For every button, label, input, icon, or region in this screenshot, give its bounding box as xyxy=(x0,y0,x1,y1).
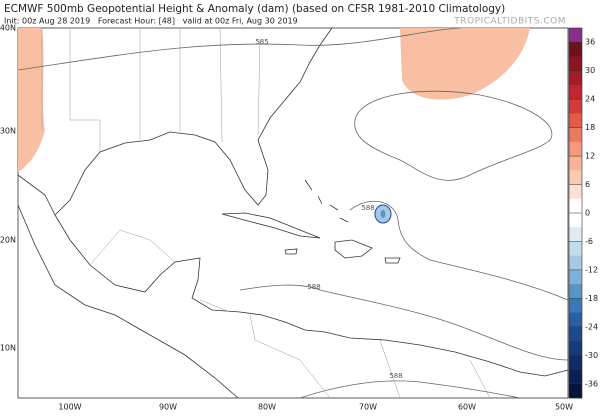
colorbar-segment xyxy=(569,369,582,385)
colorbar-segment xyxy=(569,269,582,285)
colorbar-tick-label: 36 xyxy=(585,38,595,47)
colorbar-segment xyxy=(569,255,582,271)
colorbar-tick-label: -36 xyxy=(585,379,598,388)
colorbar-segment xyxy=(569,42,582,57)
lat-label: 30N xyxy=(0,127,16,136)
coastline xyxy=(17,27,333,216)
colorbar-tick-label: -24 xyxy=(585,322,598,331)
colorbar-segment xyxy=(569,170,582,185)
colorbar-segment xyxy=(569,99,582,114)
lon-label: 70W xyxy=(359,403,377,412)
contour-line xyxy=(299,380,521,399)
colorbar-segment xyxy=(569,56,582,71)
lon-label: 100W xyxy=(58,403,81,412)
colorbar-tick-label: 30 xyxy=(585,66,595,75)
colorbar-tick-label: -6 xyxy=(585,237,593,246)
border xyxy=(41,27,491,399)
lon-label: 50W xyxy=(555,403,573,412)
colorbar-segment xyxy=(569,326,582,342)
island-hispaniola xyxy=(334,239,373,259)
anomaly-patch xyxy=(18,28,45,172)
contour-line xyxy=(239,284,569,361)
contour-line xyxy=(354,90,553,181)
colorbar-segment xyxy=(569,84,582,100)
colorbar-segment xyxy=(569,184,582,200)
colorbar-tick-label: -12 xyxy=(585,265,598,274)
colorbar-segment xyxy=(569,113,582,128)
contour-line xyxy=(349,201,569,301)
colorbar-tick-label: 0 xyxy=(585,209,590,218)
colorbar-tick-label: -18 xyxy=(585,294,598,303)
colorbar-tick-label: 18 xyxy=(585,123,595,132)
colorbar-tick-label: -30 xyxy=(585,351,598,360)
subtitle: Init: 00z Aug 28 2019 Forecast Hour: [48… xyxy=(4,17,298,26)
colorbar-segment xyxy=(569,227,582,242)
map-area: 585 588 588 588 xyxy=(17,27,569,399)
contour-label: 585 xyxy=(255,38,268,46)
contour-label: 588 xyxy=(389,372,402,380)
colorbar-segment xyxy=(569,141,582,157)
colorbar-tick-label: 12 xyxy=(585,152,595,161)
coastline xyxy=(17,204,239,399)
colorbar-segment xyxy=(569,383,582,399)
contour-label: 588 xyxy=(361,204,374,212)
lon-label: 90W xyxy=(159,403,177,412)
colorbar-tick-label: 24 xyxy=(585,95,595,104)
colorbar-segment xyxy=(569,70,582,86)
contour-label: 588 xyxy=(307,283,320,291)
contour-line xyxy=(17,27,461,71)
colorbar-tick-label: 6 xyxy=(585,180,590,189)
colorbar-segment xyxy=(569,298,582,313)
colorbar-segment xyxy=(569,156,582,171)
coastline xyxy=(54,214,569,377)
colorbar: 36 30 24 18 12 6 0 -6 -12 -18 -24 -30 -36 xyxy=(568,27,598,399)
island-puerto-rico xyxy=(384,257,401,264)
watermark: TROPICALTIDBITS.COM xyxy=(453,17,566,27)
colorbar-segment xyxy=(569,312,582,328)
title: ECMWF 500mb Geopotential Height & Anomal… xyxy=(4,3,505,15)
colorbar-segment xyxy=(569,213,582,228)
colorbar-segment xyxy=(569,341,582,356)
colorbar-segment xyxy=(569,127,582,143)
lon-label: 60W xyxy=(458,403,476,412)
island-jamaica xyxy=(284,248,298,255)
colorbar-segment xyxy=(569,241,582,256)
lat-label: 10N xyxy=(0,344,16,353)
anomaly-patch xyxy=(400,28,530,100)
lat-label: 40N xyxy=(0,24,16,33)
island-bahamas xyxy=(304,179,349,223)
lon-label: 80W xyxy=(258,403,276,412)
colorbar-segment xyxy=(569,355,582,370)
island-cuba xyxy=(221,212,321,239)
lat-label: 20N xyxy=(0,236,16,245)
anomaly-low-core xyxy=(380,210,386,218)
colorbar-segment xyxy=(569,28,582,43)
colorbar-segment xyxy=(569,198,582,214)
colorbar-segment xyxy=(569,284,582,299)
